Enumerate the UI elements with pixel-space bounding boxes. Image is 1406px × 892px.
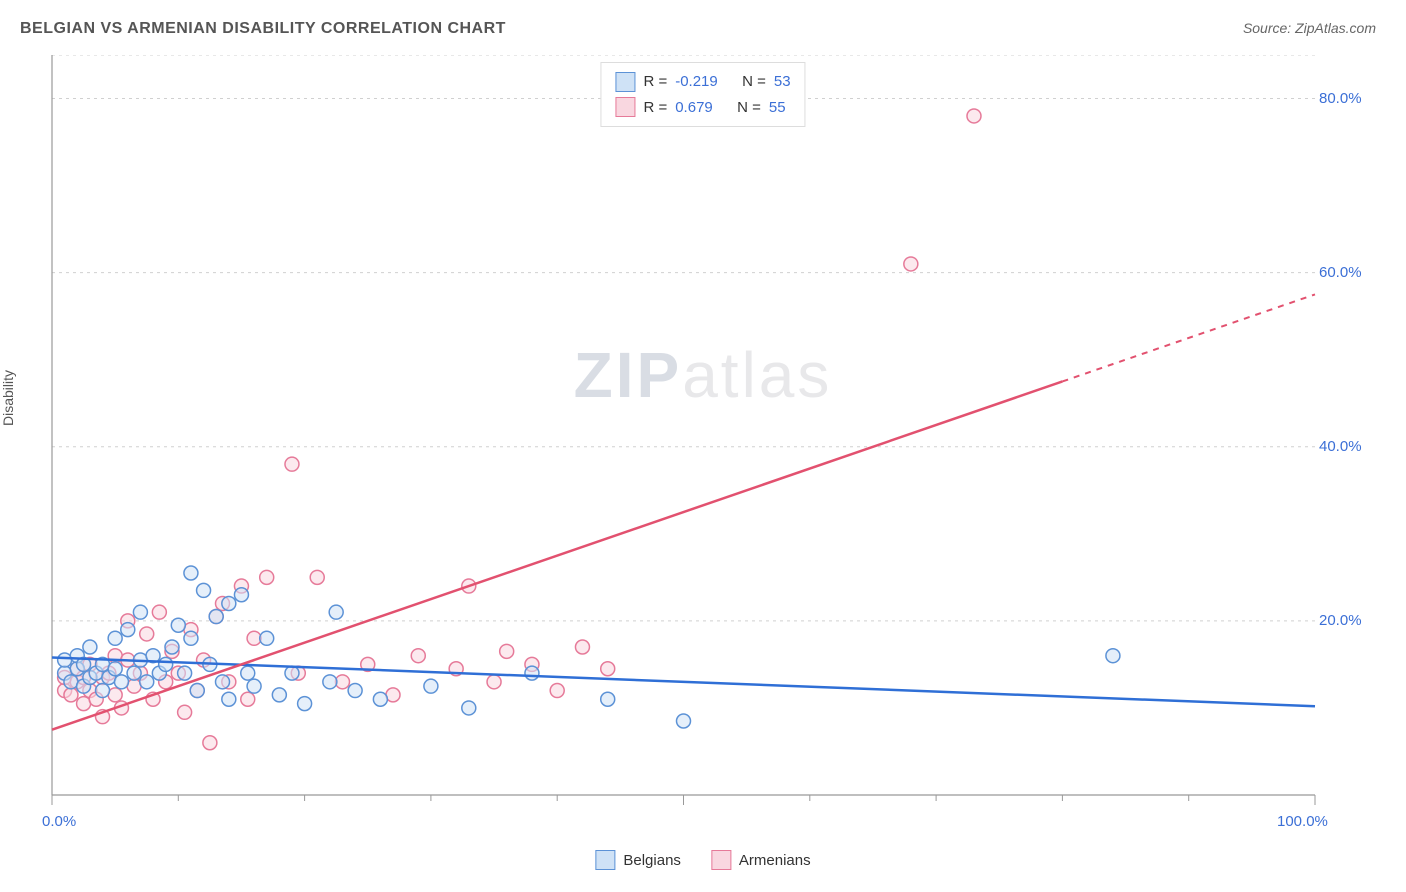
swatch-belgians xyxy=(615,72,635,92)
chart-title: BELGIAN VS ARMENIAN DISABILITY CORRELATI… xyxy=(20,20,506,38)
legend-row-armenians: R = 0.679 N = 55 xyxy=(615,95,790,121)
y-tick-40: 40.0% xyxy=(1319,438,1362,455)
n-label: N = xyxy=(742,69,766,95)
swatch-armenians xyxy=(615,97,635,117)
r-value-armenians: 0.679 xyxy=(675,95,713,121)
legend-label-armenians: Armenians xyxy=(739,852,811,869)
legend-item-armenians: Armenians xyxy=(711,850,811,870)
x-tick-0: 0.0% xyxy=(42,813,76,830)
swatch-armenians-icon xyxy=(711,850,731,870)
plot-area xyxy=(50,55,1370,835)
x-tick-100: 100.0% xyxy=(1277,813,1328,830)
y-axis-label: Disability xyxy=(0,370,16,426)
legend-label-belgians: Belgians xyxy=(623,852,681,869)
correlation-legend: R = -0.219 N = 53 R = 0.679 N = 55 xyxy=(600,62,805,127)
scatter-chart xyxy=(50,55,1370,835)
swatch-belgians-icon xyxy=(595,850,615,870)
y-tick-20: 20.0% xyxy=(1319,612,1362,629)
y-tick-80: 80.0% xyxy=(1319,90,1362,107)
n-label: N = xyxy=(737,95,761,121)
r-value-belgians: -0.219 xyxy=(675,69,718,95)
y-tick-60: 60.0% xyxy=(1319,264,1362,281)
legend-item-belgians: Belgians xyxy=(595,850,681,870)
n-value-armenians: 55 xyxy=(769,95,786,121)
source-label: Source: ZipAtlas.com xyxy=(1243,20,1376,36)
r-label: R = xyxy=(643,69,667,95)
legend-row-belgians: R = -0.219 N = 53 xyxy=(615,69,790,95)
r-label: R = xyxy=(643,95,667,121)
chart-container: BELGIAN VS ARMENIAN DISABILITY CORRELATI… xyxy=(0,0,1406,892)
series-legend: Belgians Armenians xyxy=(595,850,810,870)
n-value-belgians: 53 xyxy=(774,69,791,95)
